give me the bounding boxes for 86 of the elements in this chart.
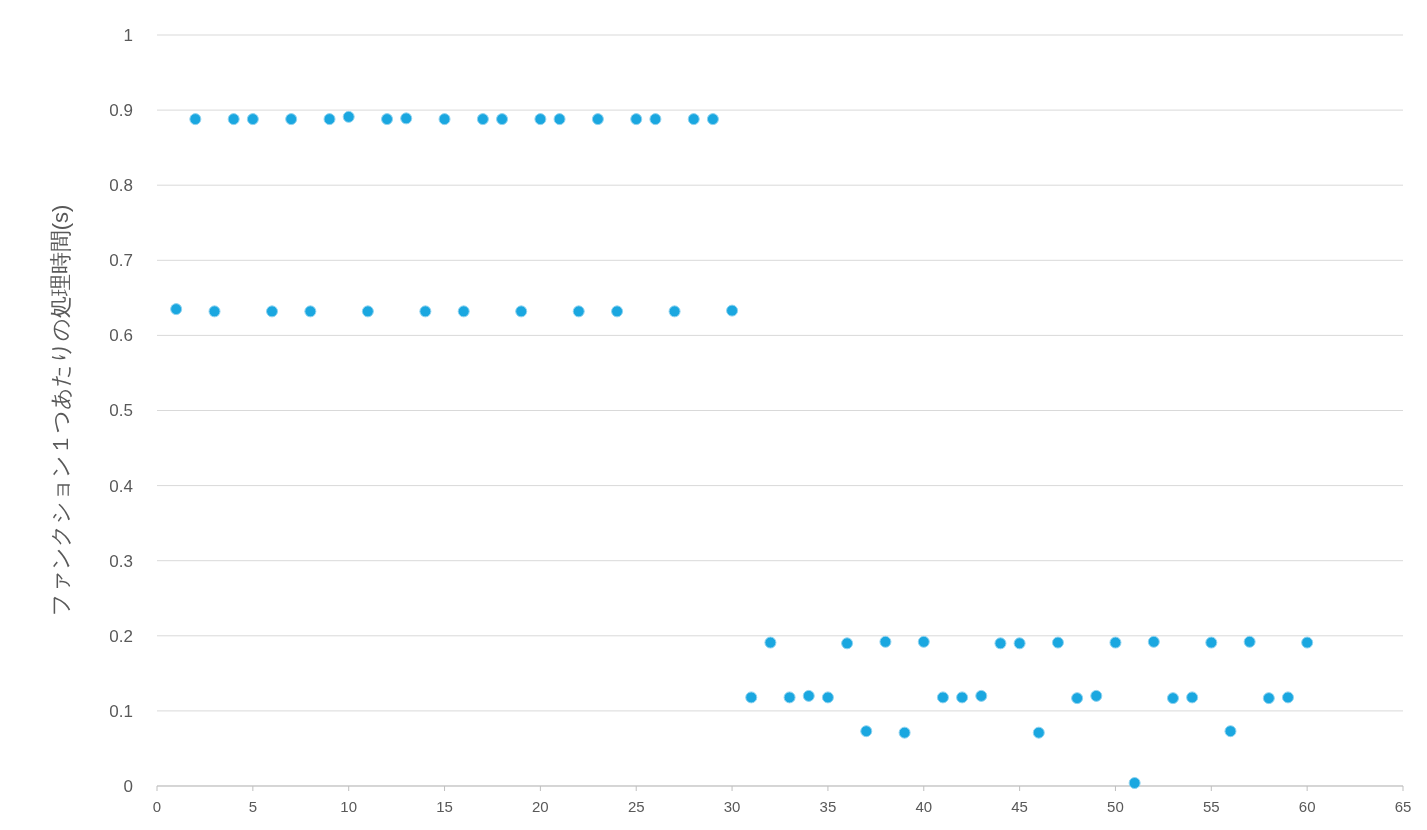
x-tick-label: 15 <box>436 798 453 815</box>
point <box>1186 691 1199 704</box>
point <box>1301 636 1314 649</box>
point <box>1071 692 1084 705</box>
x-tick-label: 30 <box>723 798 741 815</box>
point <box>687 113 700 126</box>
point <box>764 636 777 649</box>
point <box>496 113 509 126</box>
y-tick-label: 0.1 <box>109 701 133 721</box>
point <box>534 113 547 126</box>
x-tick-label: 45 <box>1011 798 1028 815</box>
point <box>285 113 298 126</box>
point <box>1147 635 1160 648</box>
point <box>246 113 259 126</box>
point <box>553 113 566 126</box>
y-tick-label: 0.4 <box>109 476 133 496</box>
y-axis-title: ファンクション１つあたりの処理時間(s) <box>48 204 73 617</box>
point <box>1013 637 1026 650</box>
point <box>323 113 336 126</box>
y-tick-label: 0.5 <box>109 401 133 421</box>
x-tick-label: 10 <box>340 798 358 815</box>
point <box>189 113 202 126</box>
point <box>841 637 854 650</box>
x-tick-label: 0 <box>152 798 162 815</box>
point <box>227 113 240 126</box>
y-tick-label: 0.2 <box>109 626 133 646</box>
point <box>170 303 183 316</box>
point <box>457 305 470 318</box>
y-tick-label: 0.6 <box>109 326 133 346</box>
point <box>1109 636 1122 649</box>
y-tick-label: 1 <box>123 25 133 45</box>
point <box>1090 689 1103 702</box>
y-tick-label: 0.9 <box>109 101 133 121</box>
x-tick-label: 25 <box>627 798 645 815</box>
point <box>591 113 604 126</box>
point <box>821 691 834 704</box>
point <box>1281 691 1294 704</box>
x-tick-label: 50 <box>1107 798 1124 815</box>
x-tick-label: 65 <box>1394 798 1412 815</box>
point <box>572 305 585 318</box>
point <box>1243 635 1256 648</box>
point <box>476 113 489 126</box>
point <box>706 113 719 126</box>
x-tick-label: 60 <box>1298 798 1316 815</box>
x-tick-label: 40 <box>915 798 933 815</box>
point <box>381 113 394 126</box>
point <box>879 635 892 648</box>
point <box>649 113 662 126</box>
y-tick-label: 0.7 <box>109 251 133 271</box>
point <box>726 304 739 317</box>
point <box>438 113 451 126</box>
point <box>342 110 355 123</box>
point <box>1262 692 1275 705</box>
point <box>1205 636 1218 649</box>
point <box>304 305 317 318</box>
point <box>917 635 930 648</box>
point <box>1128 777 1141 789</box>
x-tick-label: 20 <box>532 798 549 815</box>
x-tick-label: 35 <box>819 798 837 815</box>
point <box>898 726 911 739</box>
point <box>860 725 873 738</box>
point <box>975 689 988 702</box>
y-tick-label: 0.8 <box>109 176 133 196</box>
point <box>668 305 681 318</box>
point <box>783 691 796 704</box>
point <box>1051 636 1064 649</box>
x-tick-label: 5 <box>248 798 258 815</box>
point <box>802 689 815 702</box>
y-tick-label: 0.3 <box>109 551 133 571</box>
point <box>515 305 528 318</box>
point <box>419 305 432 318</box>
point <box>994 637 1007 650</box>
point <box>400 112 413 125</box>
point <box>1166 692 1179 705</box>
x-tick-label: 55 <box>1202 798 1220 815</box>
point <box>208 305 221 318</box>
point <box>266 305 279 318</box>
point <box>630 113 643 126</box>
point <box>1032 726 1045 739</box>
point <box>956 691 969 704</box>
y-tick-label: 0 <box>123 776 133 796</box>
point <box>745 691 758 704</box>
point <box>611 305 624 318</box>
point <box>936 691 949 704</box>
point <box>361 305 374 318</box>
point <box>1224 725 1237 738</box>
